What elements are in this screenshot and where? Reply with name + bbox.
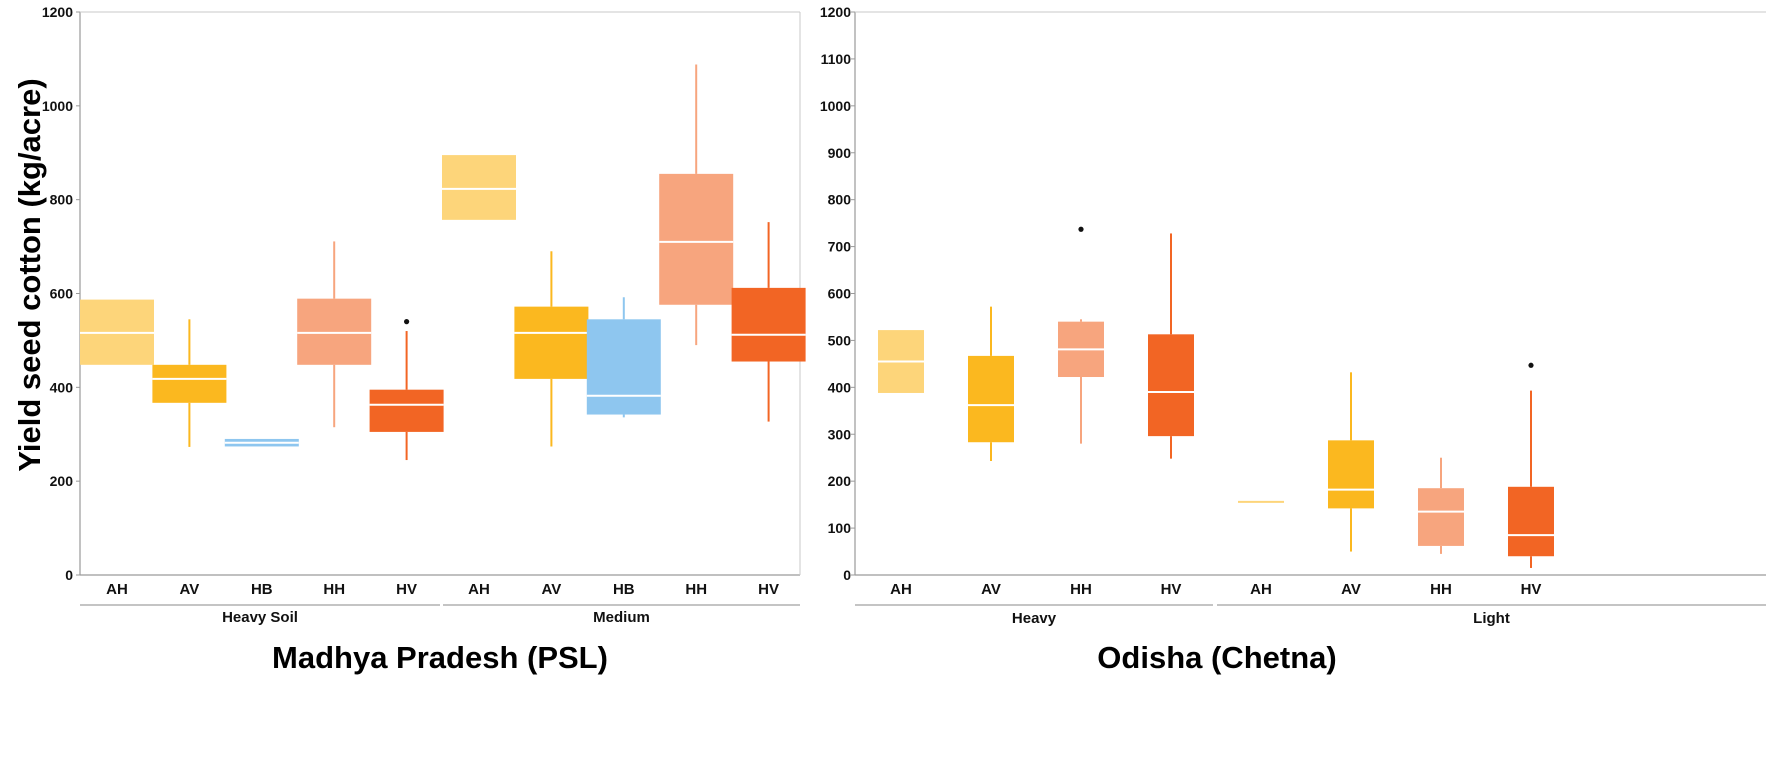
box-hv [369,389,444,432]
category-label: AH [890,581,912,598]
y-tick-label: 700 [828,239,852,255]
box-ah [442,155,516,220]
y-tick-label: 400 [828,379,852,395]
category-label: AV [981,581,1001,598]
category-label: AH [468,581,490,598]
outlier-point [1528,362,1534,368]
panel-title: Odisha (Chetna) [1097,640,1336,675]
box-av [152,364,227,403]
category-label: AH [106,581,128,598]
box-hv [1148,334,1194,437]
group-label: Heavy Soil [222,609,298,626]
y-tick-label: 400 [50,379,74,395]
category-label: HB [251,581,273,598]
category-label: HV [1161,581,1182,598]
y-tick-label: 1000 [42,98,73,114]
box-hh [659,173,734,305]
box-av [968,355,1014,443]
category-label: HV [396,581,417,598]
y-tick-label: 1200 [42,4,73,20]
category-label: AV [180,581,200,598]
box-hv [731,287,806,362]
box-hv [1508,486,1554,557]
y-tick-label: 1200 [820,4,851,20]
group-label: Medium [593,609,650,626]
y-tick-label: 1100 [821,51,852,67]
category-label: AH [1250,581,1272,598]
box-av [1328,440,1374,509]
y-tick-label: 600 [828,286,852,302]
y-tick-label: 0 [843,567,851,583]
group-label: Light [1473,610,1510,627]
y-tick-label: 100 [828,520,852,536]
y-tick-label: 800 [828,192,852,208]
box-ah [1238,500,1284,503]
box-hh [297,298,372,365]
y-tick-label: 0 [65,567,73,583]
y-axis-label: Yield seed cotton (kg/acre) [12,78,47,471]
category-label: HH [1070,581,1092,598]
y-tick-label: 800 [50,192,74,208]
box-hh [1418,488,1464,546]
y-tick-label: 600 [50,286,74,302]
box-av [514,306,589,379]
outlier-point [1078,226,1084,232]
y-tick-label: 200 [50,473,74,489]
panel-odisha: 0 100 200 300 400 500 600 700 800 900 1000 1100 1200… [820,4,1766,675]
y-tick-label: 900 [828,145,852,161]
category-label: HH [685,581,707,598]
category-label: HH [323,581,345,598]
category-label: HB [613,581,635,598]
y-tick-label: 200 [828,473,852,489]
outlier-point [404,319,410,325]
category-label: AV [542,581,562,598]
box-hb [586,319,661,415]
y-tick-label: 500 [828,332,852,348]
category-label: AV [1341,581,1361,598]
group-label: Heavy [1012,610,1057,627]
panel-title: Madhya Pradesh (PSL) [272,640,608,675]
y-tick-label: 300 [828,426,852,442]
y-tick-label: 1000 [820,98,851,114]
category-label: HH [1430,581,1452,598]
panel-madhya-pradesh: 0 200 400 600 800 1000 1200 AH AV HB HH HV Heavy Soi… [42,4,806,675]
category-label: HV [1521,581,1542,598]
category-label: HV [758,581,779,598]
